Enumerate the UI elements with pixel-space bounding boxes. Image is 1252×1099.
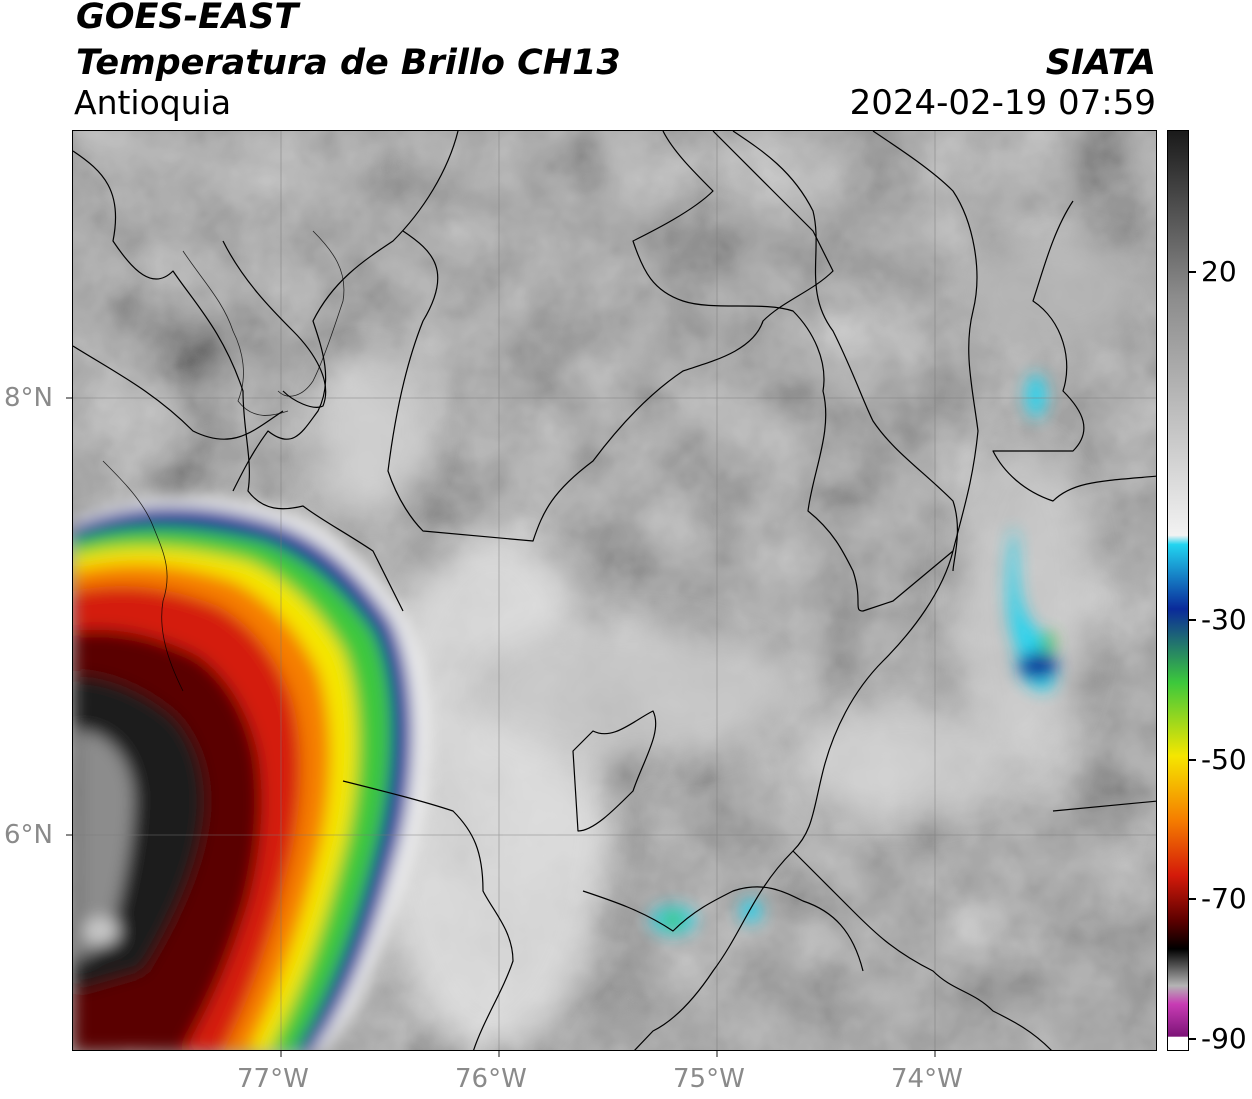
small-cold-cells xyxy=(651,374,1058,934)
colorbar-label-minus90: -90 xyxy=(1201,1022,1247,1055)
lat-label-8n: 8°N xyxy=(4,383,53,413)
colorbar-tick-minus70 xyxy=(1189,898,1196,900)
lon-tick-74w xyxy=(934,1051,936,1057)
colorbar-tick-minus90 xyxy=(1189,1038,1196,1040)
bright-cloud-bands xyxy=(313,231,1143,1050)
colorbar-tick-20 xyxy=(1189,271,1196,273)
coastline xyxy=(102,230,345,692)
organization-label: SIATA xyxy=(1045,43,1156,83)
satellite-map xyxy=(72,130,1157,1051)
product-title: Temperatura de Brillo CH13 xyxy=(76,43,621,83)
lat-label-6n: 6°N xyxy=(4,820,53,850)
colorbar-tick-minus50 xyxy=(1189,759,1196,761)
colorbar-label-minus50: -50 xyxy=(1201,743,1247,776)
timestamp-label: 2024-02-19 07:59 xyxy=(849,83,1156,123)
lat-tick-8n xyxy=(66,397,72,399)
region-label: Antioquia xyxy=(74,83,232,122)
satellite-title: GOES-EAST xyxy=(76,0,299,37)
lon-tick-75w xyxy=(716,1051,718,1057)
colorbar-label-20: 20 xyxy=(1201,255,1237,288)
lat-tick-6n xyxy=(66,834,72,836)
colorbar xyxy=(1167,130,1189,1051)
colorbar-tick-minus30 xyxy=(1189,619,1196,621)
lon-tick-77w xyxy=(280,1051,282,1057)
convective-system xyxy=(73,497,427,1050)
political-boundaries xyxy=(73,131,1156,1050)
lon-label-74w: 74°W xyxy=(891,1064,963,1094)
graticule xyxy=(73,131,1156,1050)
colorbar-label-minus70: -70 xyxy=(1201,882,1247,915)
lon-label-75w: 75°W xyxy=(673,1064,745,1094)
lon-label-76w: 76°W xyxy=(455,1064,527,1094)
lon-label-77w: 77°W xyxy=(237,1064,309,1094)
colorbar-label-minus30: -30 xyxy=(1201,603,1247,636)
lon-tick-76w xyxy=(498,1051,500,1057)
